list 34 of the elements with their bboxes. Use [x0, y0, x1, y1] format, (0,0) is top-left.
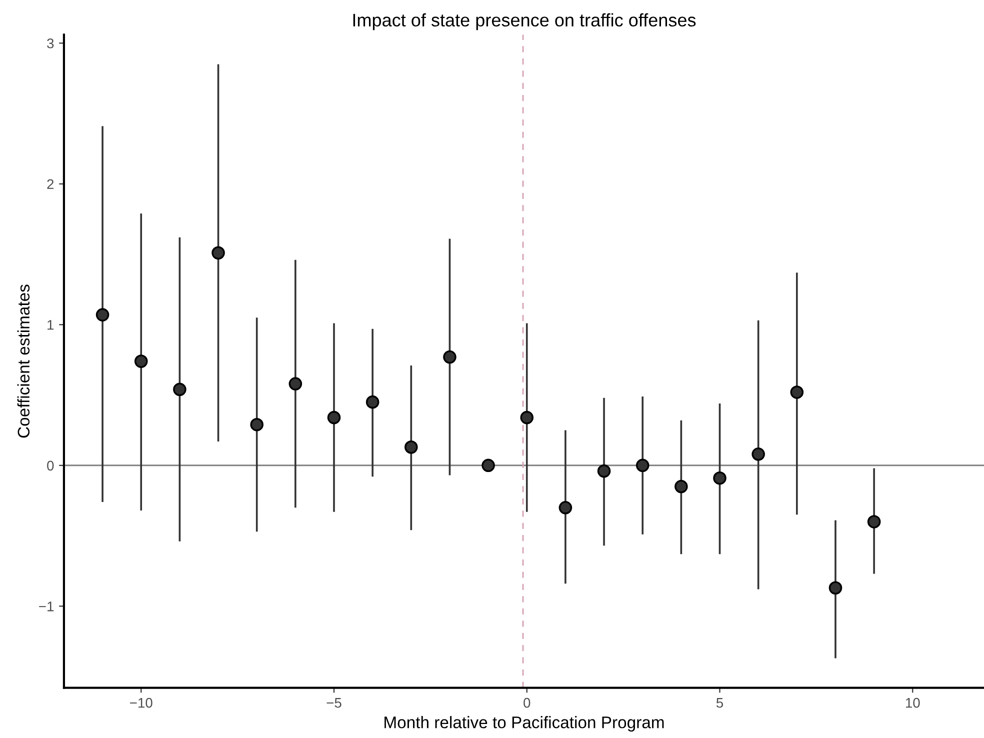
point [327, 410, 341, 424]
y-axis-title: Coefficient estimates [17, 284, 30, 438]
point [790, 386, 804, 399]
y-tick-label: −1 [39, 602, 54, 612]
x-tick-label: −5 [326, 698, 342, 708]
point [173, 382, 186, 396]
point [597, 464, 611, 478]
point [212, 246, 225, 260]
point [636, 458, 650, 472]
x-tick-label: −10 [130, 698, 152, 708]
y-tick-label: 0 [47, 460, 54, 471]
point [752, 448, 765, 461]
point [867, 515, 881, 528]
point [250, 418, 264, 432]
x-tick-label: 10 [906, 698, 920, 708]
x-tick-label: 0 [524, 698, 530, 708]
x-axis-title: Month relative to Pacification Program [384, 716, 664, 732]
point [828, 581, 842, 595]
point [404, 440, 418, 454]
point [134, 354, 148, 368]
y-tick-label: 3 [47, 38, 54, 48]
y-tick-label: 2 [47, 179, 54, 189]
y-tick-label: 1 [48, 320, 54, 330]
point [366, 395, 380, 409]
point [558, 500, 572, 514]
point [674, 480, 688, 494]
point [520, 410, 534, 424]
point [288, 377, 302, 390]
chart-title: Impact of state presence on traffic offenses [353, 13, 696, 30]
point [482, 458, 495, 472]
point [443, 350, 456, 364]
point [713, 471, 726, 485]
x-tick-label: 5 [716, 698, 724, 708]
point [96, 308, 110, 322]
